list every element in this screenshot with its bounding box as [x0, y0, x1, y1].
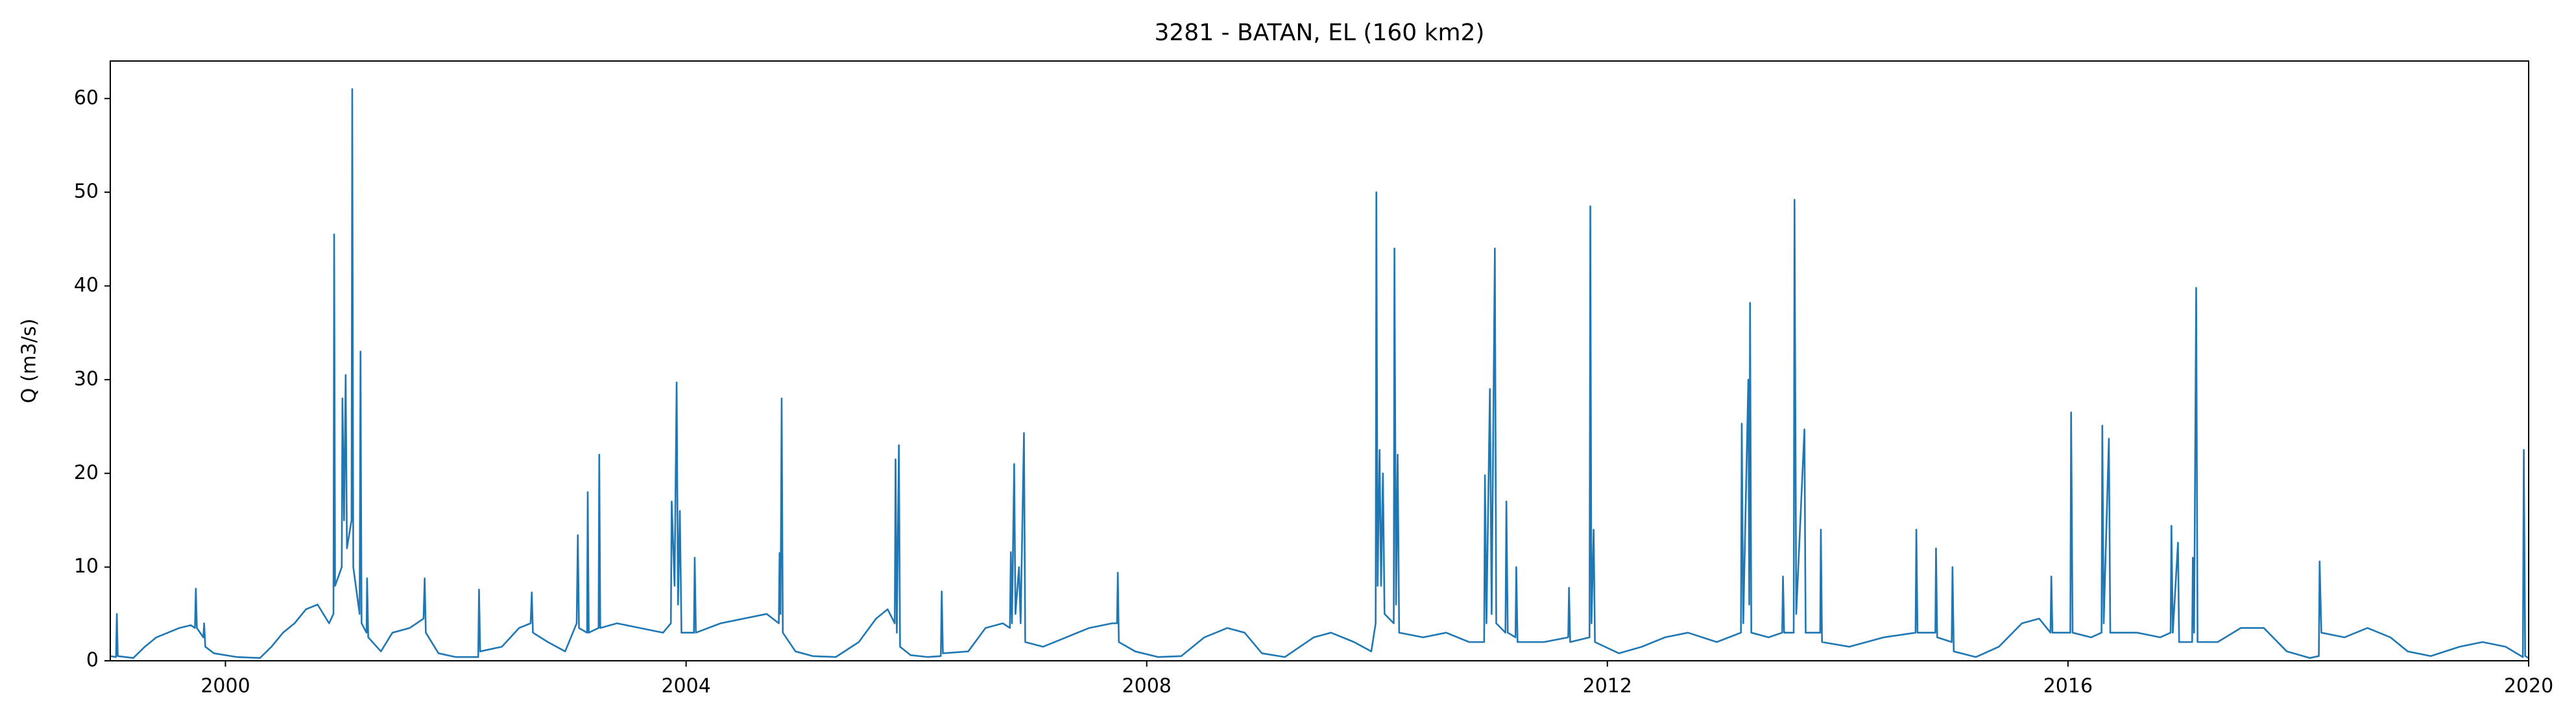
- x-tick-label: 2008: [1122, 675, 1172, 698]
- chart-title: 3281 - BATAN, EL (160 km2): [1155, 19, 1485, 46]
- y-tick-label: 30: [74, 367, 99, 390]
- y-tick-label: 0: [86, 649, 99, 672]
- x-tick-label: 2000: [200, 675, 250, 698]
- y-tick-label: 50: [74, 180, 99, 203]
- y-axis-label: Q (m3/s): [18, 319, 41, 404]
- y-tick-label: 10: [74, 555, 99, 578]
- plot-frame: [110, 60, 2529, 661]
- y-tick-label: 60: [74, 86, 99, 109]
- x-tick-label: 2016: [2043, 675, 2093, 698]
- series-line: [110, 88, 2529, 659]
- y-tick-label: 20: [74, 462, 99, 484]
- y-tick-label: 40: [74, 274, 99, 297]
- x-tick-label: 2004: [661, 675, 710, 698]
- x-tick-label: 2012: [1583, 675, 1632, 698]
- x-tick-label: 2020: [2504, 675, 2553, 698]
